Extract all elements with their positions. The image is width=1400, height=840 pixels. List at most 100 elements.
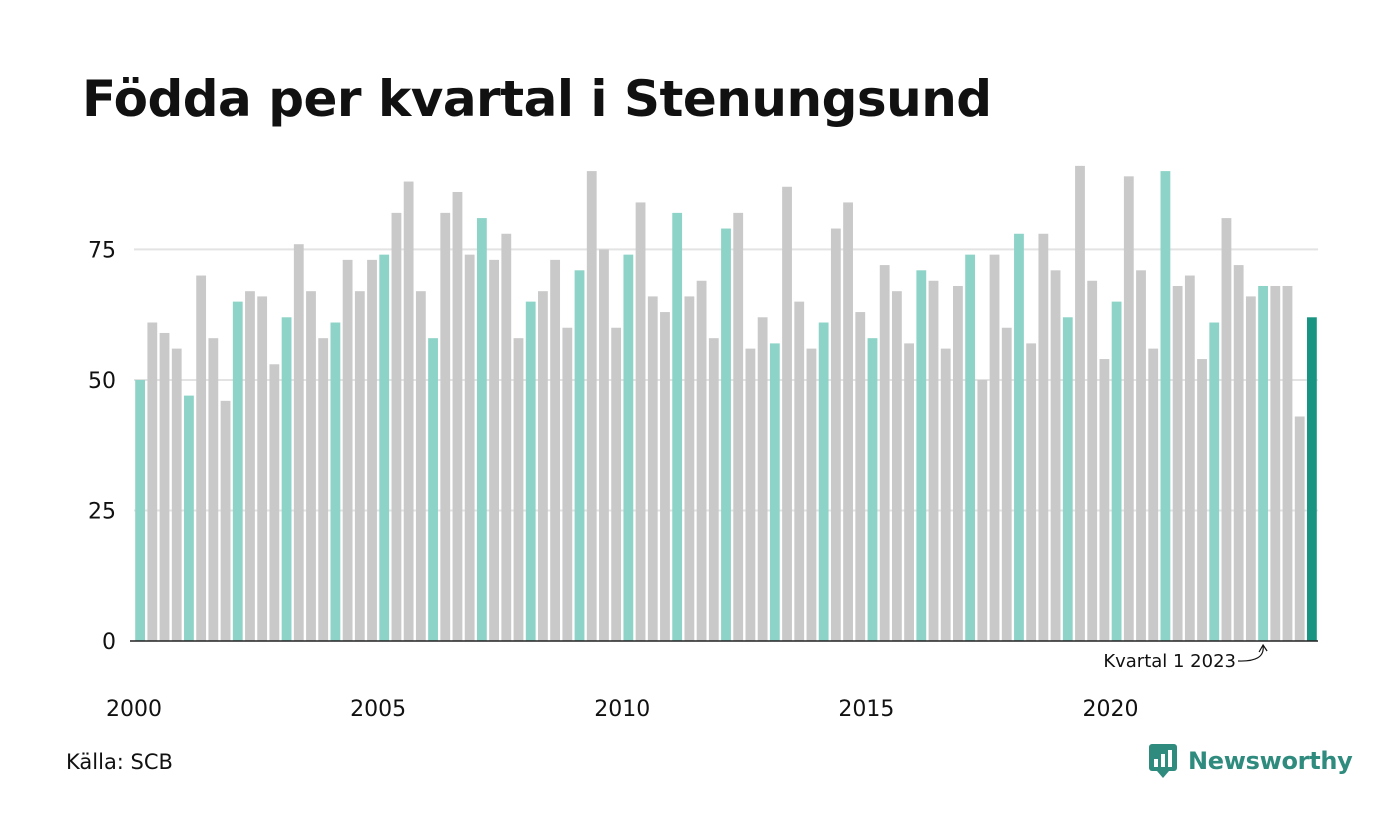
bar	[379, 254, 390, 641]
bar	[440, 212, 451, 641]
bar	[1123, 176, 1134, 641]
bar	[342, 259, 353, 641]
bar	[1233, 265, 1244, 641]
bar	[1050, 270, 1061, 641]
bars	[135, 165, 1317, 642]
bar	[1282, 285, 1293, 641]
bar	[769, 343, 780, 641]
bar	[965, 254, 976, 641]
y-tick-label: 75	[88, 238, 116, 263]
bar	[367, 259, 377, 641]
bar	[1172, 285, 1183, 641]
bar	[1014, 233, 1024, 641]
bar	[574, 270, 585, 641]
x-tick-label: 2020	[1082, 697, 1138, 722]
bar	[782, 186, 792, 641]
bar	[1160, 171, 1171, 642]
x-tick-label: 2000	[106, 697, 162, 722]
bar	[635, 202, 646, 641]
bar	[135, 379, 146, 641]
bar	[1062, 317, 1073, 641]
axes: 0 25 50 75 2000 2005 2010 2015 2020	[88, 238, 1318, 722]
annotation-label: Kvartal 1 2023	[1103, 651, 1236, 672]
bar	[733, 212, 744, 641]
bar	[184, 395, 194, 641]
bar	[684, 296, 695, 641]
bar	[989, 254, 1000, 641]
bar	[403, 181, 414, 642]
bar	[232, 301, 243, 641]
bar	[196, 275, 207, 641]
bar	[611, 327, 622, 641]
bar	[1136, 270, 1146, 641]
bar	[1294, 416, 1305, 641]
bar	[1258, 285, 1268, 641]
y-tick-label: 0	[102, 630, 116, 655]
bar	[1245, 296, 1256, 641]
bar	[660, 312, 670, 641]
bar	[672, 212, 683, 641]
bar	[501, 233, 512, 641]
bar	[843, 202, 853, 641]
bar	[562, 327, 573, 641]
chart-title: Födda per kvartal i Stenungsund	[82, 70, 992, 128]
x-tick-label: 2010	[594, 697, 650, 722]
bar	[721, 228, 731, 642]
bar	[538, 291, 548, 641]
bar	[977, 379, 988, 641]
bar	[623, 254, 634, 641]
bar	[855, 312, 866, 641]
bar	[1075, 165, 1085, 641]
bar	[879, 265, 890, 641]
bar	[464, 254, 475, 641]
bar	[1087, 280, 1098, 641]
source-note: Källa: SCB	[66, 750, 173, 774]
bar	[147, 322, 158, 641]
bar	[818, 322, 829, 641]
annotation-arrow	[1237, 645, 1264, 662]
bar	[1270, 285, 1281, 641]
x-tick-label: 2015	[838, 697, 894, 722]
bar	[647, 296, 658, 641]
bar	[830, 228, 841, 642]
bar	[891, 291, 902, 641]
annotation: Kvartal 1 2023	[1103, 643, 1268, 672]
bar	[1221, 218, 1232, 641]
bar	[257, 296, 268, 641]
bar	[940, 348, 951, 641]
newsworthy-logo-icon	[1149, 744, 1177, 778]
bar	[428, 338, 438, 641]
bar	[159, 332, 170, 641]
bar	[708, 338, 719, 641]
bar	[1306, 317, 1317, 641]
bar	[916, 270, 927, 641]
bar	[220, 400, 231, 641]
bar	[867, 338, 878, 641]
bar	[1197, 359, 1207, 641]
bar	[171, 348, 182, 641]
bar	[928, 280, 939, 641]
bar	[806, 348, 817, 641]
bar	[525, 301, 536, 641]
bar	[1001, 327, 1012, 641]
bar	[550, 259, 561, 641]
bar	[489, 259, 499, 641]
bar	[1099, 359, 1110, 641]
bar	[391, 212, 402, 641]
bar	[953, 285, 963, 641]
bar	[1026, 343, 1037, 641]
bar	[281, 317, 292, 641]
bar	[1038, 233, 1049, 641]
y-tick-label: 50	[88, 369, 116, 394]
bar	[208, 338, 219, 641]
bar	[476, 218, 487, 641]
bar	[513, 338, 524, 641]
bar	[318, 338, 329, 641]
bar	[794, 301, 805, 641]
bar	[306, 291, 316, 641]
bar	[293, 244, 304, 641]
bar	[586, 171, 597, 642]
brand-logo: Newsworthy	[1148, 743, 1353, 779]
brand-name: Newsworthy	[1188, 747, 1353, 775]
